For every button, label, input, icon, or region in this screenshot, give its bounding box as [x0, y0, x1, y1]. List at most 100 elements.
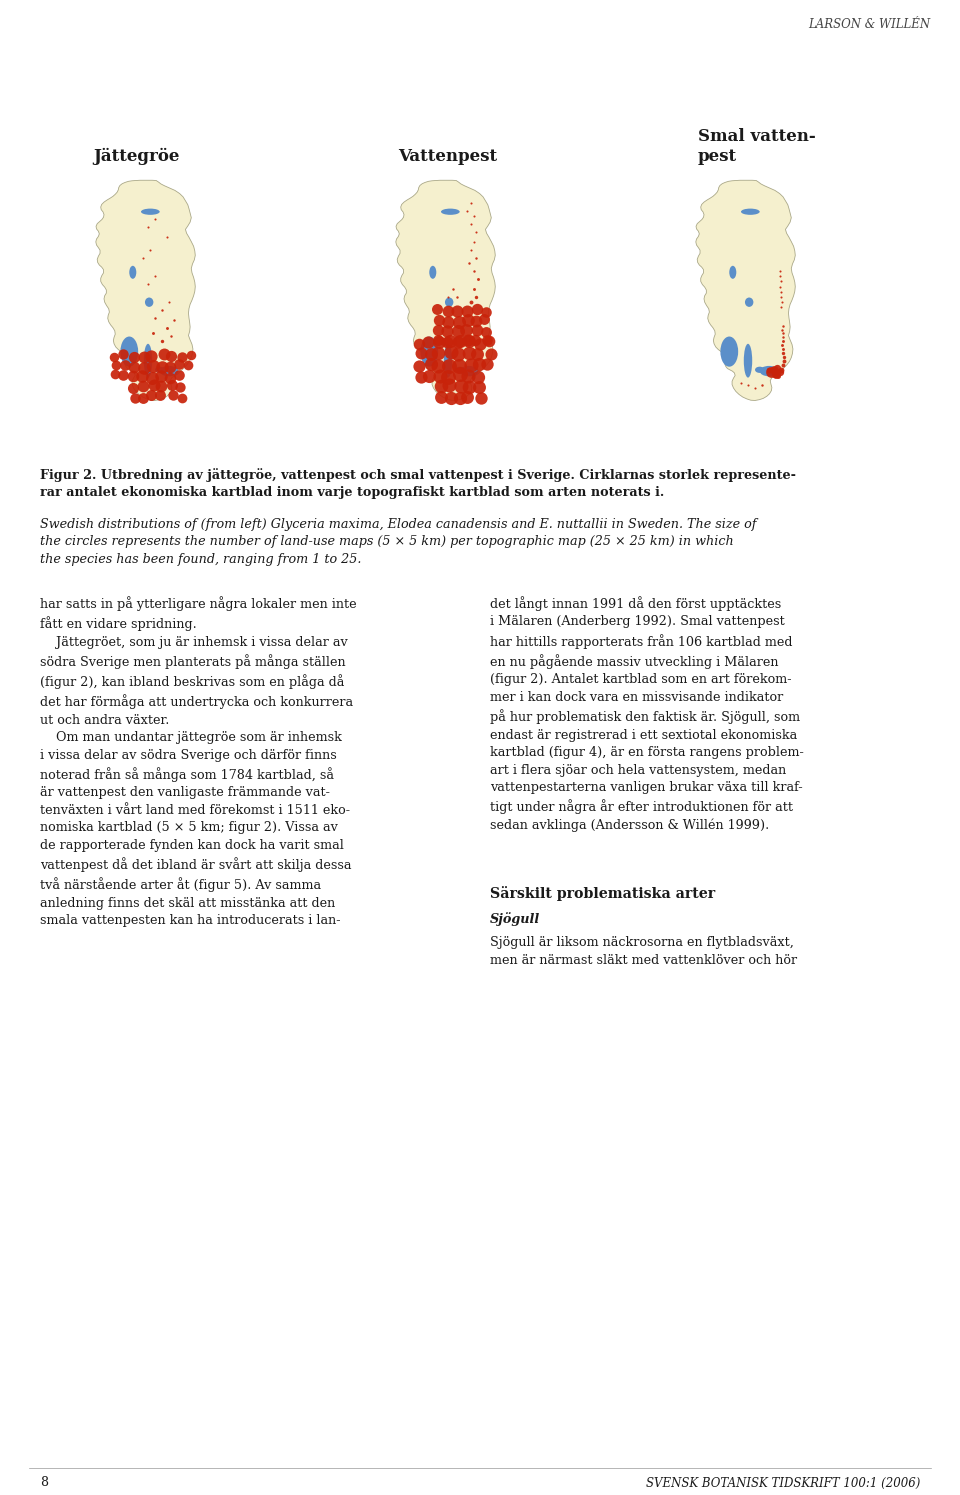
Point [431, 308, 446, 332]
Point [172, 363, 187, 387]
Polygon shape [96, 181, 195, 401]
Point [108, 353, 124, 377]
Point [776, 353, 791, 377]
Point [147, 206, 162, 230]
Ellipse shape [429, 266, 436, 278]
Point [468, 220, 484, 244]
Point [464, 238, 479, 262]
Point [449, 286, 465, 309]
Point [479, 329, 494, 353]
Point [472, 332, 488, 356]
Point [450, 320, 466, 344]
Point [155, 356, 170, 380]
Ellipse shape [145, 298, 154, 306]
Point [442, 374, 457, 398]
Point [413, 365, 428, 389]
Point [136, 356, 152, 380]
Point [773, 359, 788, 383]
Ellipse shape [420, 336, 438, 366]
Point [127, 345, 142, 369]
Point [775, 290, 790, 314]
Point [140, 215, 156, 239]
Point [412, 332, 427, 356]
Point [460, 327, 475, 351]
Point [471, 353, 487, 377]
Point [477, 306, 492, 330]
Text: Swedish distributions of (from left) Glyceria maxima, Elodea canadensis and E. n: Swedish distributions of (from left) Gly… [40, 517, 756, 567]
Point [461, 375, 476, 399]
Point [777, 348, 792, 372]
Text: LARSON & WILLÉN: LARSON & WILLÉN [808, 18, 930, 31]
Point [134, 365, 150, 389]
Point [460, 386, 475, 410]
Text: Smal vatten-
pest: Smal vatten- pest [698, 129, 816, 164]
Point [468, 286, 484, 309]
Point [431, 330, 446, 354]
Point [772, 360, 787, 384]
Polygon shape [696, 181, 795, 401]
Point [764, 360, 780, 384]
Point [775, 341, 790, 365]
Point [453, 362, 468, 386]
Point [444, 386, 459, 410]
Ellipse shape [444, 298, 453, 306]
Point [126, 365, 141, 389]
Ellipse shape [120, 336, 138, 366]
Point [469, 342, 485, 366]
Point [464, 191, 479, 215]
Point [463, 353, 478, 377]
Point [449, 299, 465, 323]
Point [767, 363, 782, 387]
Point [773, 275, 788, 299]
Point [439, 318, 454, 342]
Point [430, 354, 445, 378]
Point [450, 330, 466, 354]
Point [775, 317, 790, 341]
Point [153, 383, 168, 407]
Point [430, 341, 445, 365]
Point [470, 266, 486, 290]
Point [430, 329, 445, 353]
Point [775, 333, 790, 357]
Point [441, 309, 456, 333]
Point [163, 344, 179, 368]
Point [154, 365, 169, 389]
Point [445, 277, 461, 300]
Point [135, 247, 151, 271]
Ellipse shape [141, 209, 159, 215]
Point [459, 299, 474, 323]
Point [464, 290, 479, 314]
Point [423, 341, 439, 365]
Point [471, 375, 487, 399]
Point [159, 317, 175, 341]
Point [482, 329, 497, 353]
Point [115, 341, 131, 365]
Ellipse shape [759, 366, 779, 377]
Point [770, 356, 785, 380]
Point [451, 354, 467, 378]
Point [147, 265, 162, 289]
Point [450, 342, 466, 366]
Point [453, 386, 468, 410]
Point [773, 296, 788, 320]
Point [773, 286, 788, 309]
Point [470, 365, 486, 389]
Ellipse shape [159, 366, 179, 377]
Point [159, 226, 175, 250]
Point [775, 329, 790, 353]
Point [441, 286, 456, 309]
Point [128, 386, 143, 410]
Ellipse shape [444, 344, 452, 378]
Ellipse shape [744, 344, 753, 378]
Point [430, 298, 445, 321]
Point [740, 374, 756, 398]
Point [172, 351, 187, 375]
Point [473, 386, 489, 410]
Point [466, 205, 481, 229]
Point [440, 330, 455, 354]
Point [774, 280, 789, 303]
Point [175, 386, 190, 410]
Point [420, 330, 436, 354]
Ellipse shape [441, 209, 460, 215]
Point [468, 309, 483, 333]
